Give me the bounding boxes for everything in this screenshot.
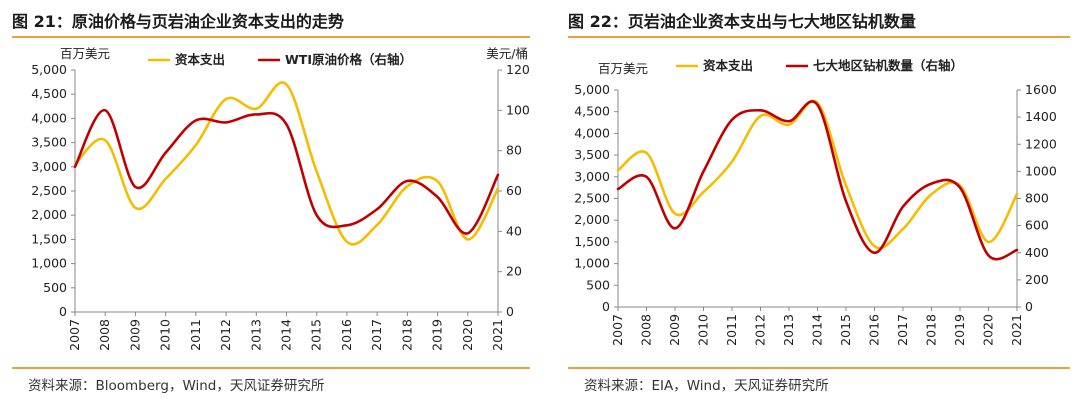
y2-tick-label: 400 <box>1025 245 1049 260</box>
y-tick-label: 3,500 <box>574 147 610 162</box>
y-tick-label: 0 <box>59 304 67 319</box>
source-note: 资料来源：EIA，Wind，天风证券研究所 <box>584 378 829 394</box>
y2-tick-label: 0 <box>1025 299 1033 314</box>
y-tick-label: 1,500 <box>31 231 67 246</box>
x-tick-label: 2014 <box>810 314 825 346</box>
legend-label: WTI原油价格（右轴） <box>285 52 412 67</box>
figure-title: 图 22：页岩油企业资本支出与七大地区钻机数量 <box>568 12 916 31</box>
y2-tick-label: 80 <box>506 143 522 158</box>
x-tick-label: 2013 <box>781 314 796 346</box>
title-rule <box>568 36 1070 38</box>
x-tick-label: 2007 <box>610 314 625 346</box>
left-unit-label: 百万美元 <box>598 61 648 76</box>
chart-area: 0 500 1,000 1,500 2,000 2,500 3,000 3,500 4,000 4… <box>574 58 1057 346</box>
y-tick-label: 3,500 <box>31 135 67 150</box>
x-tick-label: 2020 <box>981 314 996 346</box>
chart-panel-left: 图 21：原油价格与页岩油企业资本支出的走势 0 500 1,000 1,500 2,0… <box>12 12 530 394</box>
x-tick-label: 2015 <box>838 314 853 346</box>
y-tick-label: 1,000 <box>574 256 610 271</box>
x-tick-label: 2011 <box>724 314 739 346</box>
x-tick-label: 2016 <box>339 319 354 351</box>
title-rule <box>12 36 530 38</box>
source-note: 资料来源：Bloomberg，Wind，天风证券研究所 <box>28 378 325 394</box>
chart-area: 0 500 1,000 1,500 2,000 2,500 3,000 3,500 4,000 4… <box>31 46 530 351</box>
y2-tick-label: 40 <box>506 223 522 238</box>
legend-label: 资本支出 <box>703 58 753 73</box>
x-tick-label: 2009 <box>127 319 142 351</box>
right-unit-label: 美元/桶 <box>486 46 528 61</box>
x-tick-label: 2020 <box>460 319 475 351</box>
series-line <box>616 100 1019 261</box>
y-tick-label: 4,000 <box>574 125 610 140</box>
source-rule <box>568 367 1070 369</box>
x-tick-label: 2017 <box>369 319 384 351</box>
y-tick-label: 500 <box>43 280 67 295</box>
y2-tick-label: 20 <box>506 264 522 279</box>
x-tick-label: 2019 <box>430 319 445 351</box>
x-tick-label: 2009 <box>667 314 682 346</box>
y-tick-label: 2,500 <box>574 191 610 206</box>
x-tick-label: 2012 <box>753 314 768 346</box>
x-tick-label: 2021 <box>490 319 505 351</box>
y-tick-label: 0 <box>602 299 610 314</box>
y2-tick-label: 1000 <box>1025 163 1057 178</box>
y2-tick-label: 100 <box>506 102 530 117</box>
y-tick-label: 5,000 <box>574 82 610 97</box>
x-tick-label: 2016 <box>867 314 882 346</box>
y2-tick-label: 600 <box>1025 218 1049 233</box>
y-tick-label: 4,500 <box>31 86 67 101</box>
x-tick-label: 2007 <box>67 319 82 351</box>
y-tick-label: 3,000 <box>31 159 67 174</box>
y2-tick-label: 1400 <box>1025 109 1057 124</box>
x-tick-label: 2013 <box>248 319 263 351</box>
x-tick-label: 2011 <box>188 319 203 351</box>
y-tick-label: 1,500 <box>574 234 610 249</box>
figure-title: 图 21：原油价格与页岩油企业资本支出的走势 <box>12 12 344 31</box>
y-tick-label: 2,000 <box>574 212 610 227</box>
y2-tick-label: 800 <box>1025 191 1049 206</box>
x-tick-label: 2008 <box>97 319 112 351</box>
y2-tick-label: 120 <box>506 62 530 77</box>
x-tick-label: 2014 <box>279 319 294 351</box>
y-tick-label: 500 <box>586 277 610 292</box>
x-tick-label: 2021 <box>1009 314 1024 346</box>
x-tick-label: 2010 <box>158 319 173 351</box>
x-tick-label: 2018 <box>924 314 939 346</box>
y-tick-label: 1,000 <box>31 256 67 271</box>
y-tick-label: 4,000 <box>31 110 67 125</box>
y-tick-label: 3,000 <box>574 169 610 184</box>
series-line <box>73 109 500 235</box>
x-tick-label: 2010 <box>696 314 711 346</box>
chart-panel-right: 图 22：页岩油企业资本支出与七大地区钻机数量 0 500 1,000 1,500 2,… <box>556 0 1080 403</box>
x-tick-label: 2008 <box>639 314 654 346</box>
y-tick-label: 4,500 <box>574 104 610 119</box>
y2-tick-label: 1600 <box>1025 82 1057 97</box>
y2-tick-label: 1200 <box>1025 136 1057 151</box>
x-tick-label: 2017 <box>895 314 910 346</box>
y2-tick-label: 200 <box>1025 272 1049 287</box>
legend-label: 七大地区钻机数量（右轴） <box>813 58 963 73</box>
y-tick-label: 2,500 <box>31 183 67 198</box>
legend-label: 资本支出 <box>175 52 225 67</box>
x-tick-label: 2019 <box>952 314 967 346</box>
y2-tick-label: 0 <box>506 304 514 319</box>
y2-tick-label: 60 <box>506 183 522 198</box>
x-tick-label: 2015 <box>309 319 324 351</box>
left-unit-label: 百万美元 <box>60 46 110 61</box>
x-tick-label: 2012 <box>218 319 233 351</box>
x-tick-label: 2018 <box>399 319 414 351</box>
series-line <box>73 81 500 246</box>
y-tick-label: 5,000 <box>31 62 67 77</box>
y-tick-label: 2,000 <box>31 207 67 222</box>
source-rule <box>12 367 530 369</box>
